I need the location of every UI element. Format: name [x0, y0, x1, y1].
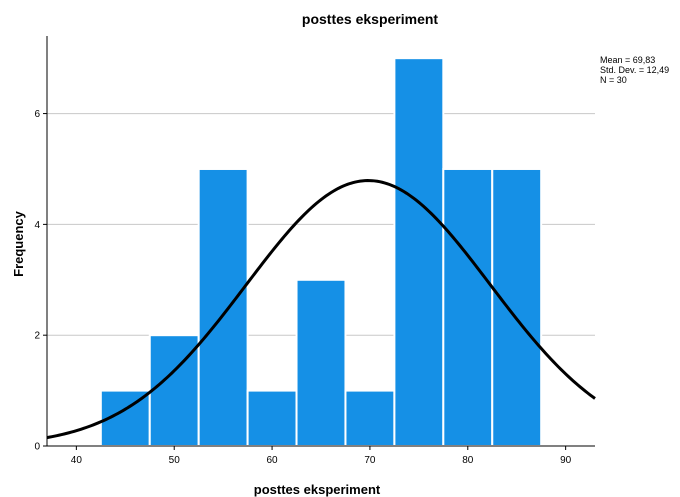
stat-mean: Mean = 69,83 — [600, 55, 655, 65]
x-tick-label-90: 90 — [560, 455, 572, 466]
bars — [99, 57, 543, 448]
x-tick-label-60: 60 — [267, 455, 279, 466]
histogram-bar-6 — [344, 389, 396, 448]
histogram-bar-7 — [393, 57, 445, 447]
y-tick-label-0: 0 — [34, 442, 40, 453]
stat-n: N = 30 — [600, 75, 627, 85]
histogram-bar-3 — [197, 167, 249, 448]
normal-curve-layer — [46, 179, 596, 440]
x-tick-label-80: 80 — [462, 455, 474, 466]
chart-title: posttes eksperiment — [302, 11, 438, 27]
stats-box: Mean = 69,83 Std. Dev. = 12,49 N = 30 — [600, 55, 669, 85]
histogram-bar-8 — [442, 167, 494, 448]
histogram-bar-4 — [246, 389, 298, 448]
x-tick-label-40: 40 — [71, 455, 83, 466]
tick-labels: 0 2 4 6 40 50 60 70 80 90 — [34, 109, 571, 466]
y-tick-label-2: 2 — [34, 331, 40, 342]
axes — [43, 36, 595, 450]
histogram-bar-5 — [295, 278, 347, 447]
x-tick-label-50: 50 — [169, 455, 181, 466]
x-tick-label-70: 70 — [364, 455, 376, 466]
histogram-bar-9 — [491, 167, 543, 448]
y-tick-label-6: 6 — [34, 109, 40, 120]
x-axis-label: posttes eksperiment — [254, 482, 381, 497]
stat-std-dev: Std. Dev. = 12,49 — [600, 65, 669, 75]
y-tick-label-4: 4 — [34, 220, 40, 231]
normal-curve — [46, 179, 596, 440]
y-axis-label: Frequency — [11, 210, 26, 277]
